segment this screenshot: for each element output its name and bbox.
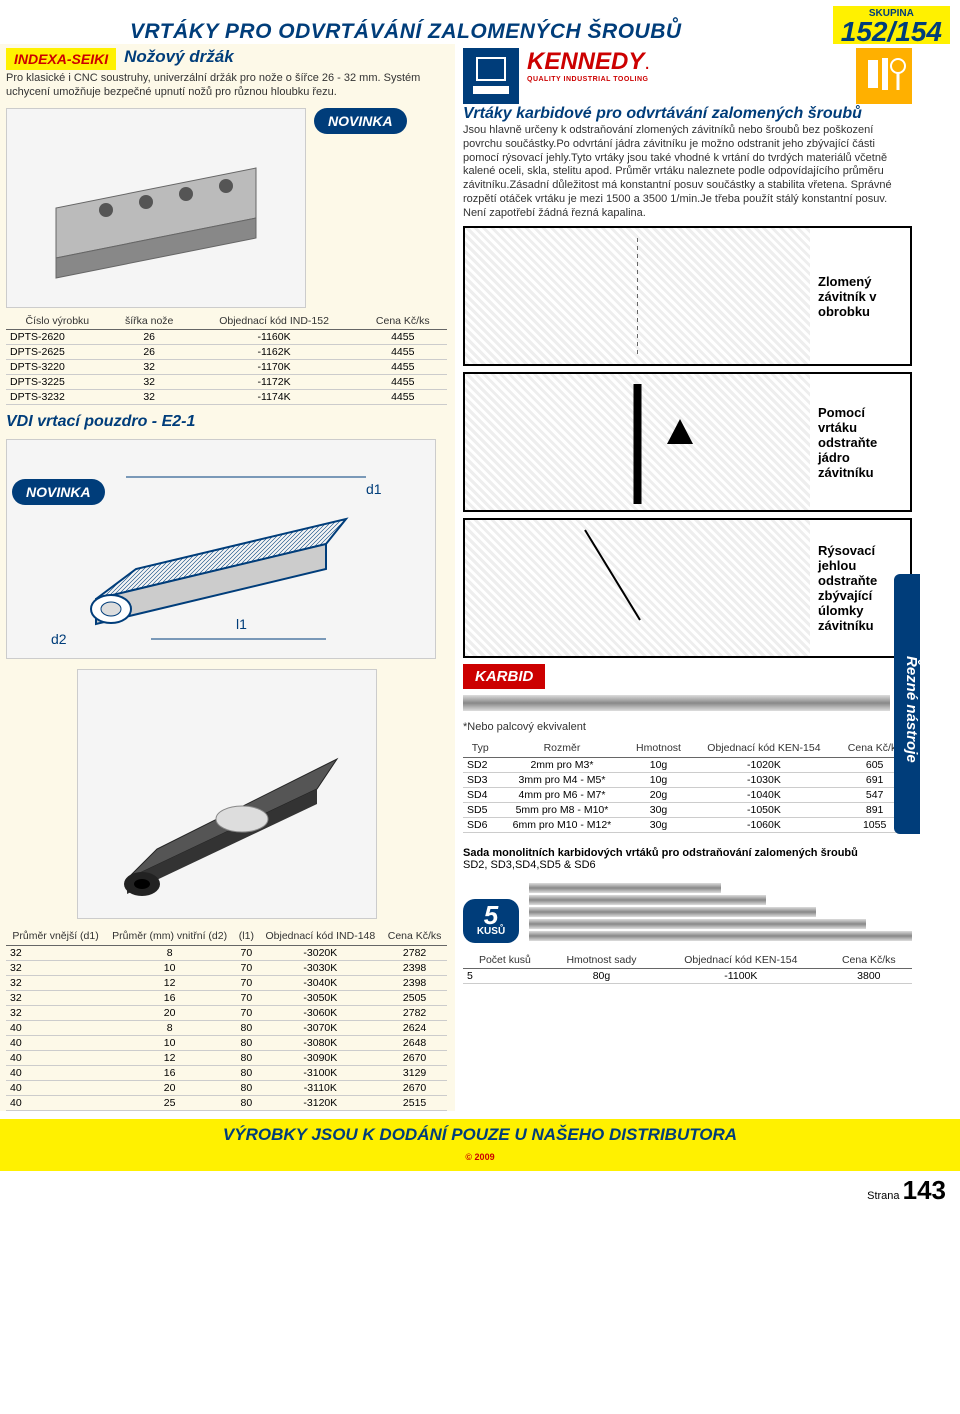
carbide-title: Vrtáky karbidové pro odvrtávání zalomený… — [463, 106, 912, 122]
table-set: Počet kusůHmotnost sadyObjednací kód KEN… — [463, 953, 912, 985]
svg-text:d1: d1 — [366, 481, 382, 497]
novinka-badge-2: NOVINKA — [12, 479, 105, 505]
table-header: Objednací kód IND-152 — [190, 314, 359, 330]
diagram-2: Pomocí vrtáku odstraňte jádro závitníku — [463, 372, 912, 512]
table-header: Rozměr — [497, 741, 626, 757]
karbid-badge: KARBID — [463, 664, 545, 689]
diagram-3: Rýsovací jehlou odstraňte zbývající úlom… — [463, 518, 912, 658]
table-header: Hmotnost sady — [547, 953, 656, 969]
table-row: 322070-3060K2782 — [6, 1005, 447, 1020]
kusu-badge: 5 KUSŮ — [463, 899, 519, 943]
table-row: SD44mm pro M6 - M7*20g-1040K547 — [463, 787, 912, 802]
table-row: 401080-3080K2648 — [6, 1035, 447, 1050]
table-carbide: TypRozměrHmotnostObjednací kód KEN-154Ce… — [463, 741, 912, 833]
group-badge: SKUPINA 152/154 — [833, 6, 950, 44]
kennedy-tagline: QUALITY INDUSTRIAL TOOLING — [527, 76, 848, 83]
table-row: 40880-3070K2624 — [6, 1020, 447, 1035]
table-row: 580g-1100K3800 — [463, 969, 912, 984]
table-row: 402580-3120K2515 — [6, 1095, 447, 1110]
table-vdi: Průměr vnější (d1)Průměr (mm) vnitřní (d… — [6, 929, 447, 1111]
table-row: DPTS-262026-1160K4455 — [6, 330, 447, 345]
maintenance-icon — [856, 48, 912, 104]
table-row: SD33mm pro M4 - M5*10g-1030K691 — [463, 772, 912, 787]
table-row: 401680-3100K3129 — [6, 1065, 447, 1080]
side-tab: Řezné nástroje — [894, 574, 920, 834]
set-title: Sada monolitních karbidových vrtáků pro … — [463, 847, 912, 859]
table-row: 321670-3050K2505 — [6, 990, 447, 1005]
table-header: Cena Kč/ks — [358, 314, 447, 330]
table-header: Cena Kč/ks — [826, 953, 912, 969]
table-header: Cena Kč/ks — [382, 929, 447, 945]
drill-image-single — [463, 695, 912, 711]
table-row: SD66mm pro M10 - M12*30g-1060K1055 — [463, 817, 912, 832]
table-row: SD55mm pro M8 - M10*30g-1050K891 — [463, 802, 912, 817]
production-icon — [463, 48, 519, 104]
table-row: 32870-3020K2782 — [6, 945, 447, 960]
knife-holder-title: Nožový držák — [124, 48, 234, 65]
table-header: Průměr (mm) vnitřní (d2) — [105, 929, 234, 945]
table-header: Objednací kód KEN-154 — [656, 953, 826, 969]
table-row: DPTS-323232-1174K4455 — [6, 390, 447, 405]
table-header: Počet kusů — [463, 953, 547, 969]
carbide-desc: Jsou hlavně určeny k odstraňování zlomen… — [463, 124, 912, 220]
table-header: (l1) — [234, 929, 258, 945]
table-row: DPTS-322532-1172K4455 — [6, 375, 447, 390]
table-row: 402080-3110K2670 — [6, 1080, 447, 1095]
table-header: Průměr vnější (d1) — [6, 929, 105, 945]
diagram-1: Zlomený závitník v obrobku — [463, 226, 912, 366]
main-title: VRTÁKY PRO ODVRTÁVÁNÍ ZALOMENÝCH ŠROUBŮ — [130, 20, 682, 44]
group-number: 152/154 — [841, 19, 942, 44]
indexa-badge: INDEXA-SEIKI — [6, 48, 116, 70]
drill-set-image — [529, 881, 912, 943]
footnote-equiv: *Nebo palcový ekvivalent — [463, 721, 912, 735]
table-header: šířka nože — [109, 314, 190, 330]
table-row: 321270-3040K2398 — [6, 975, 447, 990]
novinka-badge: NOVINKA — [314, 108, 407, 134]
table-header: Typ — [463, 741, 497, 757]
page-number: Strana 143 — [0, 1171, 960, 1210]
knife-holder-image — [6, 108, 306, 308]
svg-text:l1: l1 — [236, 616, 247, 632]
footer-bar: VÝROBKY JSOU K DODÁNÍ POUZE U NAŠEHO DIS… — [0, 1119, 960, 1171]
table-header: Objednací kód IND-148 — [259, 929, 383, 945]
table-row: SD22mm pro M3*10g-1020K605 — [463, 757, 912, 772]
kennedy-logo: KENNEDY. — [527, 48, 848, 76]
table-row: DPTS-262526-1162K4455 — [6, 345, 447, 360]
set-subtitle: SD2, SD3,SD4,SD5 & SD6 — [463, 859, 912, 871]
vdi-photo — [77, 669, 377, 919]
table-header: Hmotnost — [626, 741, 690, 757]
table-row: 401280-3090K2670 — [6, 1050, 447, 1065]
table-row: 321070-3030K2398 — [6, 960, 447, 975]
table-row: DPTS-322032-1170K4455 — [6, 360, 447, 375]
vdi-title: VDI vrtací pouzdro - E2-1 — [6, 413, 447, 431]
knife-holder-desc: Pro klasické i CNC soustruhy, univerzáln… — [6, 72, 447, 100]
svg-text:d2: d2 — [51, 631, 67, 647]
vdi-diagram: d1 d2 l1 — [6, 439, 436, 659]
table-knife-holder: Číslo výrobkušířka nožeObjednací kód IND… — [6, 314, 447, 406]
table-header: Číslo výrobku — [6, 314, 109, 330]
table-header: Objednací kód KEN-154 — [691, 741, 838, 757]
